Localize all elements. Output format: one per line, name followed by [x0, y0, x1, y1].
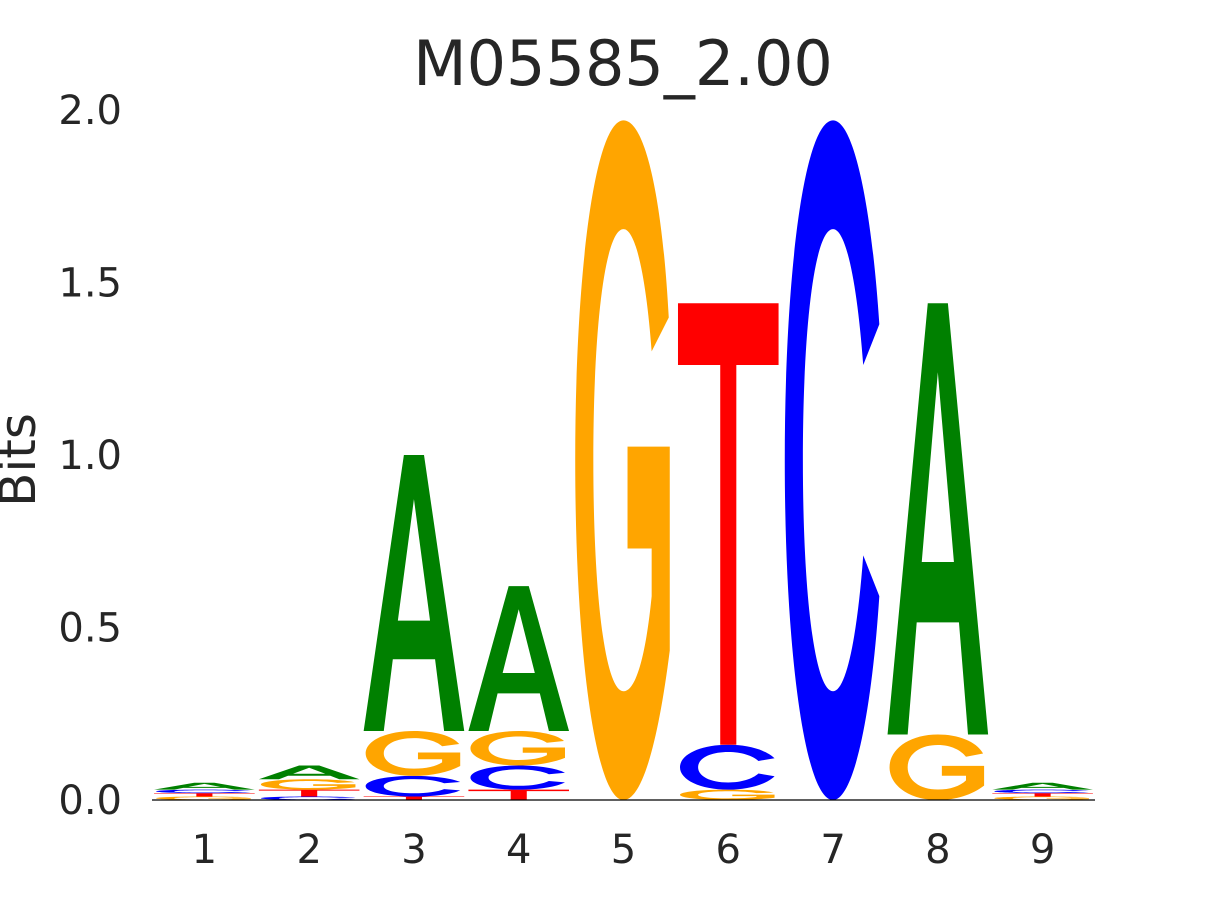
logo-letters — [154, 120, 1093, 801]
logo-letter-a-pos-4 — [468, 586, 570, 731]
logo-letter-c-pos-7 — [784, 120, 880, 801]
x-tick-labels: 1 2 3 4 5 6 7 8 9 — [192, 827, 1056, 873]
x-tick-label: 8 — [925, 827, 950, 873]
logo-letter-g-pos-4 — [470, 731, 565, 766]
logo-letter-g-pos-8 — [889, 734, 985, 800]
logo-letter-c-pos-6 — [679, 744, 775, 790]
logo-letter-t-pos-4 — [468, 789, 570, 800]
logo-letter-g-pos-3 — [365, 731, 461, 776]
logo-letter-t-pos-3 — [363, 796, 465, 800]
logo-letter-t-pos-2 — [258, 789, 360, 797]
logo-letter-t-pos-6 — [677, 303, 779, 745]
y-tick-label: 1.5 — [58, 261, 122, 307]
x-tick-label: 5 — [611, 827, 636, 873]
logo-letter-c-pos-1 — [156, 789, 251, 794]
logo-letter-a-pos-9 — [992, 782, 1093, 790]
logo-letter-g-pos-5 — [575, 120, 670, 801]
x-tick-label: 3 — [401, 827, 426, 873]
x-tick-label: 2 — [296, 827, 321, 873]
chart-title: M05585_2.00 — [413, 27, 833, 100]
y-tick-label: 2.0 — [58, 88, 122, 134]
logo-letter-c-pos-9 — [994, 789, 1089, 794]
logo-letter-a-pos-3 — [363, 455, 465, 731]
x-tick-label: 6 — [716, 827, 741, 873]
logo-letter-c-pos-3 — [365, 775, 461, 797]
x-tick-label: 4 — [506, 827, 531, 873]
logo-letter-c-pos-4 — [470, 765, 565, 790]
logo-letter-g-pos-2 — [260, 779, 356, 790]
x-tick-label: 7 — [820, 827, 845, 873]
y-tick-label: 1.0 — [58, 433, 122, 479]
y-tick-labels: 0.0 0.5 1.0 1.5 2.0 — [58, 88, 122, 824]
logo-letter-a-pos-2 — [258, 765, 360, 780]
logo-letter-c-pos-2 — [260, 796, 356, 800]
logo-letter-g-pos-6 — [679, 789, 775, 800]
logo-letter-t-pos-1 — [154, 793, 255, 797]
logo-letter-t-pos-9 — [992, 793, 1093, 797]
logo-letter-g-pos-9 — [994, 796, 1089, 800]
x-tick-label: 1 — [192, 827, 217, 873]
y-tick-label: 0.0 — [58, 778, 122, 824]
y-tick-label: 0.5 — [58, 606, 122, 652]
logo-letter-a-pos-1 — [154, 782, 255, 790]
y-axis-label: Bits — [0, 413, 47, 507]
logo-letter-g-pos-1 — [156, 796, 251, 800]
x-tick-label: 9 — [1030, 827, 1055, 873]
logo-letter-a-pos-8 — [887, 303, 989, 735]
